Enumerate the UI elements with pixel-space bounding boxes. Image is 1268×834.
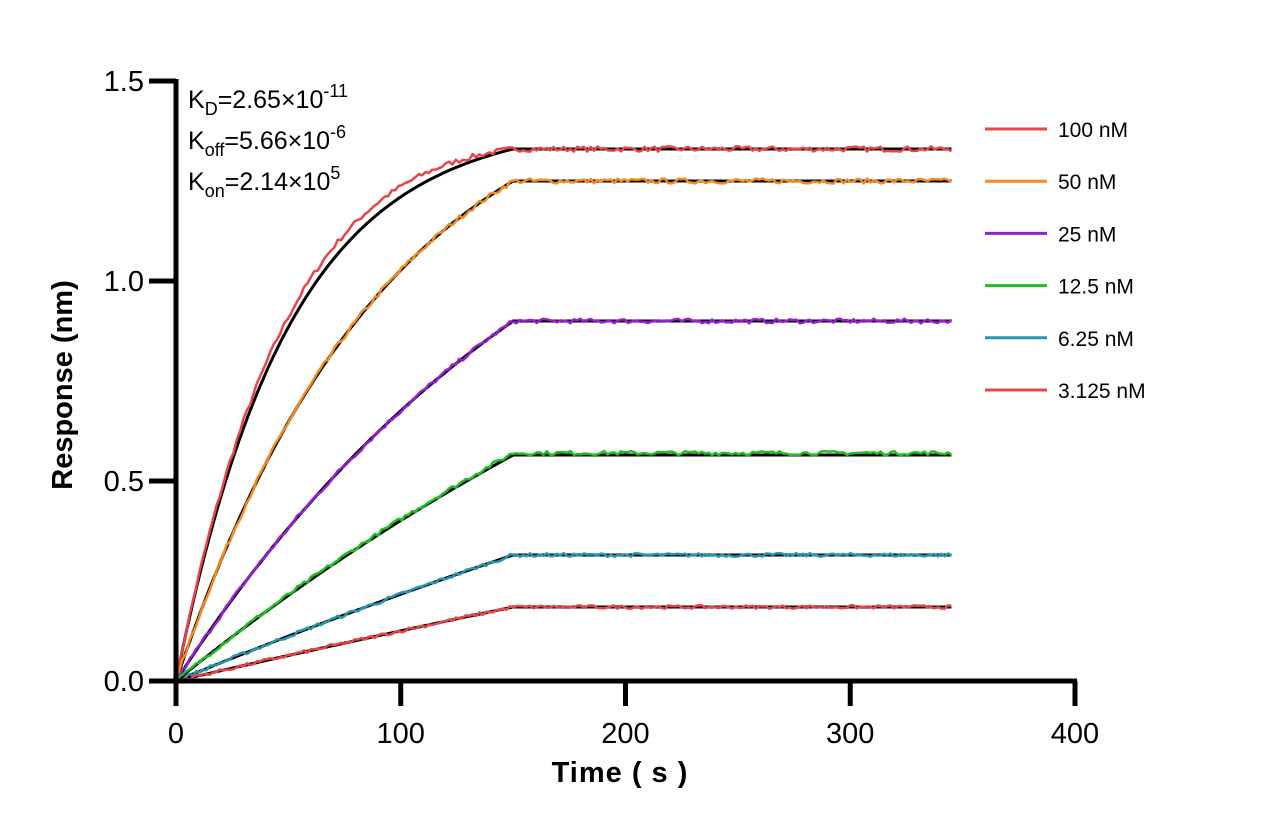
x-tick-label: 200 <box>601 718 649 750</box>
fit-curve-5 <box>175 605 952 683</box>
y-tick-label: 1.5 <box>104 66 144 98</box>
data-line-3_125-nM <box>175 604 952 683</box>
fit-curve-4 <box>175 553 952 683</box>
data-line-12_5-nM <box>175 449 953 682</box>
data-line-100-nM <box>174 145 953 682</box>
data-line-6_25-nM <box>175 551 953 683</box>
kinetic-constant: Koff=5.66×10-6 <box>188 122 346 160</box>
legend-item: 50 nM <box>985 171 1116 194</box>
fit-curve-2 <box>174 319 952 682</box>
legend-label: 3.125 nM <box>1058 380 1146 403</box>
y-tick-label: 0.0 <box>104 666 144 698</box>
x-tick-label: 100 <box>377 718 425 750</box>
data-series <box>174 145 953 683</box>
legend-label: 50 nM <box>1058 171 1116 194</box>
data-line-50-nM <box>174 177 953 682</box>
x-tick-label: 0 <box>168 718 184 750</box>
legend-label: 100 nM <box>1058 119 1128 142</box>
legend: 100 nM 50 nM 25 nM 12.5 nM 6.25 nM 3.125 nM <box>985 119 1146 403</box>
x-tick-label: 400 <box>1051 718 1099 750</box>
kinetic-constant: Kon=2.14×105 <box>188 163 340 201</box>
kinetic-constant: KD=2.65×10-11 <box>188 81 348 119</box>
legend-item: 3.125 nM <box>985 380 1146 403</box>
legend-label: 6.25 nM <box>1058 328 1134 351</box>
x-tick-label: 300 <box>826 718 874 750</box>
y-tick-label: 1.0 <box>104 266 144 298</box>
y-tick-label: 0.5 <box>104 466 144 498</box>
y-axis-title: Response (nm) <box>47 280 79 489</box>
legend-item: 6.25 nM <box>985 328 1134 351</box>
legend-item: 100 nM <box>985 119 1128 142</box>
fit-curve-3 <box>175 453 952 683</box>
legend-item: 25 nM <box>985 223 1116 246</box>
axes <box>149 78 1078 706</box>
legend-label: 12.5 nM <box>1058 276 1134 299</box>
legend-item: 12.5 nM <box>985 276 1134 299</box>
data-line-25-nM <box>175 317 953 682</box>
x-axis-title: Time ( s ) <box>552 757 689 789</box>
tick-labels: 0 100 200 300 400 0.0 0.5 1.0 1.5 <box>104 66 1100 750</box>
legend-label: 25 nM <box>1058 223 1116 246</box>
